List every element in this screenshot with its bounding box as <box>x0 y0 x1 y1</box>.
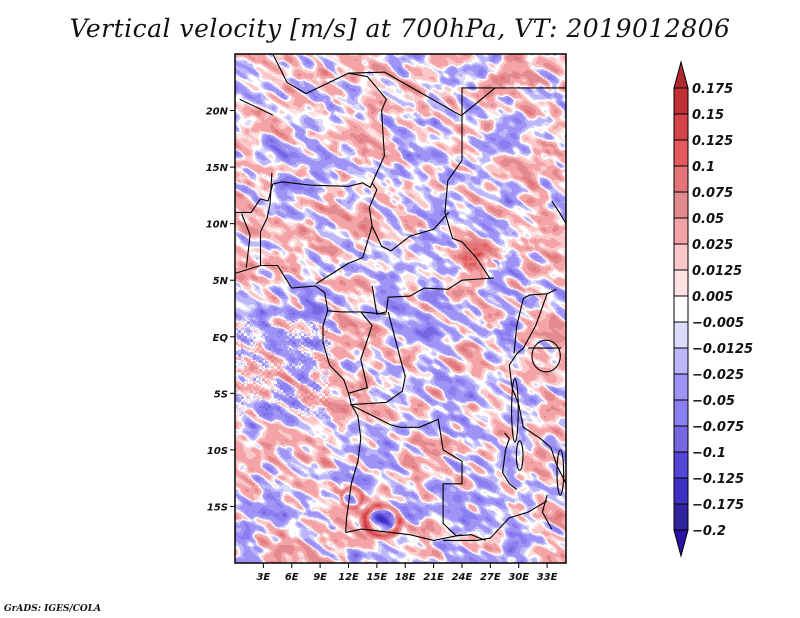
y-tick-label: 15S <box>207 502 228 513</box>
colorbar-segment <box>673 477 689 505</box>
y-tick-label: 5S <box>214 389 228 400</box>
country-border <box>443 500 548 541</box>
colorbar-label: 0.025 <box>692 238 733 253</box>
country-borders <box>235 54 566 541</box>
colorbar-label: −0.025 <box>692 368 744 383</box>
coastline-or-border <box>241 213 251 268</box>
country-border <box>551 200 566 224</box>
coastline-or-border <box>348 71 491 280</box>
country-border <box>461 87 496 116</box>
colorbar-label: 0.0125 <box>692 264 742 279</box>
country-border <box>541 494 553 530</box>
y-tick-label: 10N <box>206 220 229 231</box>
x-tick-label: 24E <box>452 572 473 583</box>
coastline-or-border <box>461 87 566 117</box>
colorbar-label: −0.2 <box>692 524 726 539</box>
colorbar-segment <box>673 165 689 193</box>
colorbar-label: 0.05 <box>692 212 724 227</box>
colorbar-segment <box>673 295 689 323</box>
colorbar-segment <box>673 399 689 427</box>
colorbar-label: 0.125 <box>692 134 733 149</box>
lake-outline <box>511 378 519 443</box>
coastline-or-border <box>259 172 273 266</box>
country-border <box>235 264 362 533</box>
coastline-or-border <box>260 76 387 202</box>
colorbar-label: −0.1 <box>692 446 726 461</box>
colorbar-label: −0.05 <box>692 394 735 409</box>
colorbar-label: −0.005 <box>692 316 744 331</box>
colorbar-label: 0.005 <box>692 290 733 305</box>
colorbar-label: −0.175 <box>692 498 744 513</box>
colorbar-segment <box>673 425 689 453</box>
country-border <box>522 288 557 349</box>
colorbar-label: −0.125 <box>692 472 744 487</box>
colorbar-label: 0.075 <box>692 186 733 201</box>
colorbar-segment <box>673 191 689 219</box>
lake-outline <box>515 440 524 471</box>
colorbar-segment <box>673 373 689 401</box>
colorbar-segment <box>673 451 689 479</box>
lake-outline <box>556 449 565 496</box>
y-tick-label: 15N <box>206 163 229 174</box>
grads-credit: GrADS: IGES/COLA <box>4 604 102 614</box>
country-border <box>513 293 548 354</box>
colorbar-segment <box>673 269 689 297</box>
chart-title: Vertical velocity [m/s] at 700hPa, VT: 2… <box>69 14 731 43</box>
vertical-velocity-field <box>235 54 566 563</box>
colorbar-segment <box>673 243 689 271</box>
colorbar-segment <box>673 321 689 349</box>
lake-outline <box>531 339 561 373</box>
country-border <box>348 311 373 394</box>
country-border <box>502 432 518 490</box>
country-border <box>345 528 463 541</box>
colorbar-segment <box>673 217 689 245</box>
coastline-or-border <box>272 54 368 95</box>
y-tick-label: EQ <box>213 333 229 344</box>
x-tick-label: 3E <box>256 572 270 583</box>
colorbar-label: −0.075 <box>692 420 744 435</box>
coastline-or-border <box>239 98 274 116</box>
colorbar-label: 0.15 <box>692 108 724 123</box>
x-tick-label: 33E <box>537 572 558 583</box>
country-border <box>351 311 406 406</box>
y-tick-label: 20N <box>206 107 229 118</box>
colorbar-label: 0.175 <box>692 82 733 97</box>
x-tick-label: 6E <box>285 572 299 583</box>
coastline-or-border <box>235 198 261 213</box>
x-tick-label: 21E <box>423 572 444 583</box>
country-border <box>508 347 566 485</box>
x-tick-label: 12E <box>338 572 359 583</box>
map-panel <box>235 54 566 563</box>
country-border <box>327 310 387 315</box>
colorbar-segment <box>673 139 689 167</box>
colorbar-extend-max <box>673 60 689 89</box>
colorbar-extend-min <box>673 529 689 558</box>
x-tick-label: 9E <box>313 572 327 583</box>
x-tick-label: 27E <box>480 572 501 583</box>
y-tick-label: 5N <box>213 276 229 287</box>
colorbar-label: −0.0125 <box>692 342 753 357</box>
colorbar-label: 0.1 <box>692 160 715 175</box>
country-border <box>371 212 450 252</box>
map-frame <box>234 53 567 564</box>
x-tick-label: 15E <box>366 572 387 583</box>
x-tick-label: 18E <box>395 572 416 583</box>
y-tick-label: 10S <box>207 446 228 457</box>
colorbar-segment <box>673 113 689 141</box>
x-tick-label: 30E <box>508 572 529 583</box>
colorbar-segment <box>673 87 689 115</box>
colorbar-segment <box>673 347 689 375</box>
colorbar-segment <box>673 503 689 531</box>
